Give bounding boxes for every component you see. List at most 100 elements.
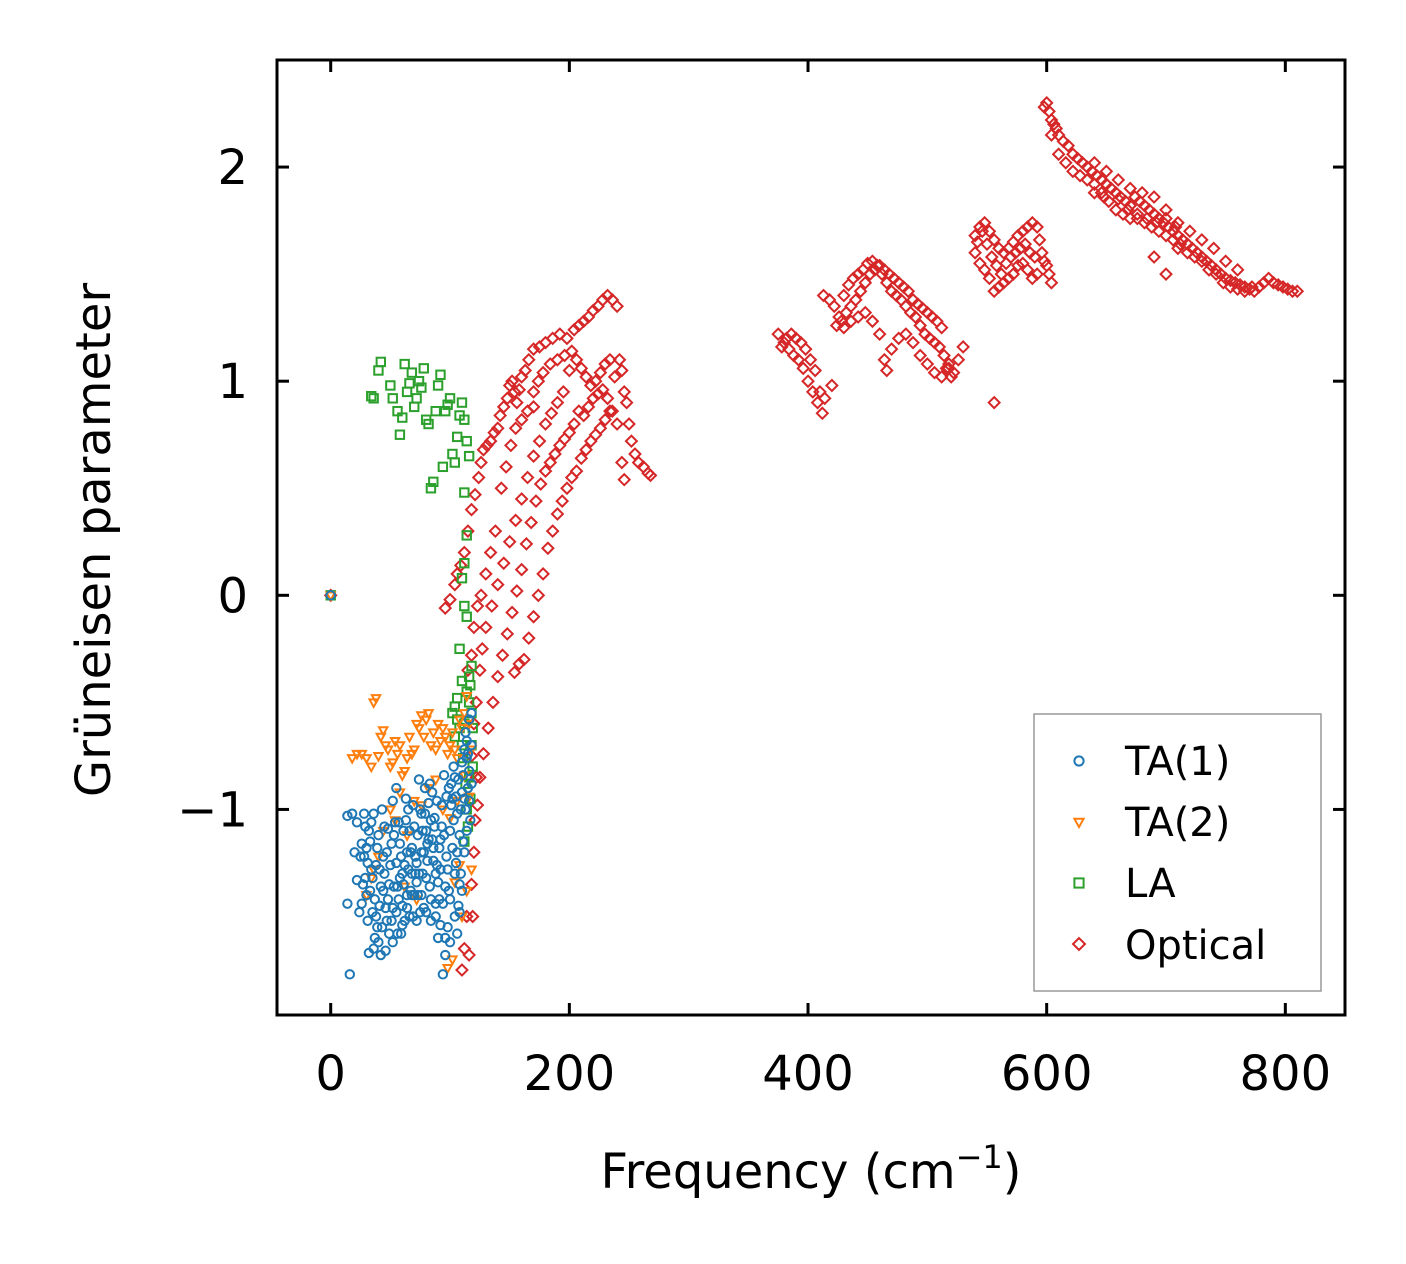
point-ta1 [382, 894, 394, 905]
point-ta1 [454, 879, 465, 890]
point-optical [1066, 164, 1080, 179]
point-la [454, 643, 465, 655]
point-ta1 [372, 922, 383, 933]
point-optical [457, 545, 472, 560]
point-optical [567, 417, 582, 431]
point-optical [545, 331, 560, 346]
point-optical [836, 288, 851, 303]
point-ta1 [453, 900, 464, 911]
point-ta1 [436, 821, 447, 832]
point-optical [1013, 241, 1028, 256]
point-optical [519, 537, 534, 551]
point-optical [808, 363, 823, 378]
point-la [399, 358, 410, 370]
point-optical [512, 382, 527, 397]
point-optical [901, 284, 916, 299]
point-optical [490, 421, 505, 436]
point-optical [813, 385, 827, 399]
point-la [456, 572, 468, 584]
point-la [451, 431, 463, 443]
point-optical [1135, 185, 1150, 200]
point-optical [1044, 113, 1059, 127]
x-axis-label-end: ) [1003, 1144, 1022, 1200]
point-optical [586, 391, 601, 406]
point-ta2 [444, 814, 456, 825]
point-optical [588, 427, 603, 442]
point-optical [1018, 237, 1033, 252]
point-optical [598, 357, 613, 371]
point-optical [1123, 198, 1138, 213]
point-optical [572, 318, 586, 333]
point-ta1 [375, 881, 387, 892]
point-optical [455, 963, 469, 977]
point-ta1 [447, 842, 458, 854]
point-ta2 [463, 719, 476, 731]
point-optical [980, 237, 994, 252]
point-optical [805, 385, 820, 399]
point-ta1 [455, 868, 466, 879]
point-ta1 [349, 847, 360, 858]
point-la [385, 380, 396, 391]
legend-markers [1071, 755, 1087, 952]
point-ta1 [362, 915, 373, 926]
point-optical [581, 400, 596, 414]
point-optical [484, 599, 499, 613]
point-optical [972, 256, 987, 271]
point-ta1 [416, 808, 427, 819]
point-optical [531, 374, 546, 389]
point-ta1 [395, 851, 407, 862]
point-ta1 [406, 868, 418, 879]
point-ta1 [387, 936, 398, 948]
point-ta1 [418, 847, 429, 858]
point-ta1 [393, 894, 404, 905]
point-ta1 [397, 919, 408, 931]
point-optical [1044, 128, 1059, 142]
point-ta1 [367, 907, 378, 918]
legend-marker-la [1073, 877, 1085, 889]
point-optical [982, 271, 997, 286]
point-optical [478, 567, 493, 581]
point-ta1 [363, 947, 375, 959]
point-optical [937, 348, 951, 363]
point-ta1 [344, 969, 355, 980]
point-optical [504, 438, 518, 453]
point-ta1 [386, 915, 397, 926]
point-optical [624, 434, 639, 449]
point-optical [567, 322, 582, 337]
point-ta1 [453, 774, 464, 785]
point-optical [927, 365, 942, 380]
point-ta1 [372, 842, 383, 854]
point-optical [614, 455, 629, 470]
point-ta2 [420, 715, 433, 727]
point-ta1 [429, 812, 440, 824]
point-ta1 [411, 877, 422, 888]
point-optical [508, 513, 523, 528]
point-optical [908, 310, 923, 324]
point-optical [478, 620, 493, 635]
point-ta1 [459, 847, 470, 858]
point-ta1 [363, 825, 375, 837]
point-optical [524, 515, 539, 530]
point-ta1 [379, 821, 390, 832]
point-la [425, 483, 437, 494]
point-ta1 [446, 799, 457, 811]
point-optical [1137, 215, 1152, 230]
point-optical [508, 421, 523, 436]
point-ta1 [466, 778, 477, 789]
point-la [461, 435, 472, 447]
point-ta1 [378, 851, 389, 862]
point-optical [494, 481, 509, 496]
legend-marker-optical [1071, 936, 1087, 952]
point-ta2 [422, 709, 435, 720]
plot-frame [275, 58, 1347, 1017]
point-optical [600, 391, 615, 406]
point-optical [496, 556, 511, 571]
point-optical [550, 352, 565, 367]
point-optical [858, 305, 873, 320]
legend-label-optical: Optical [1125, 923, 1266, 969]
point-ta1 [401, 889, 413, 901]
point-optical [557, 348, 572, 363]
point-la [444, 393, 456, 404]
point-optical [472, 770, 487, 785]
point-optical [1080, 173, 1095, 187]
